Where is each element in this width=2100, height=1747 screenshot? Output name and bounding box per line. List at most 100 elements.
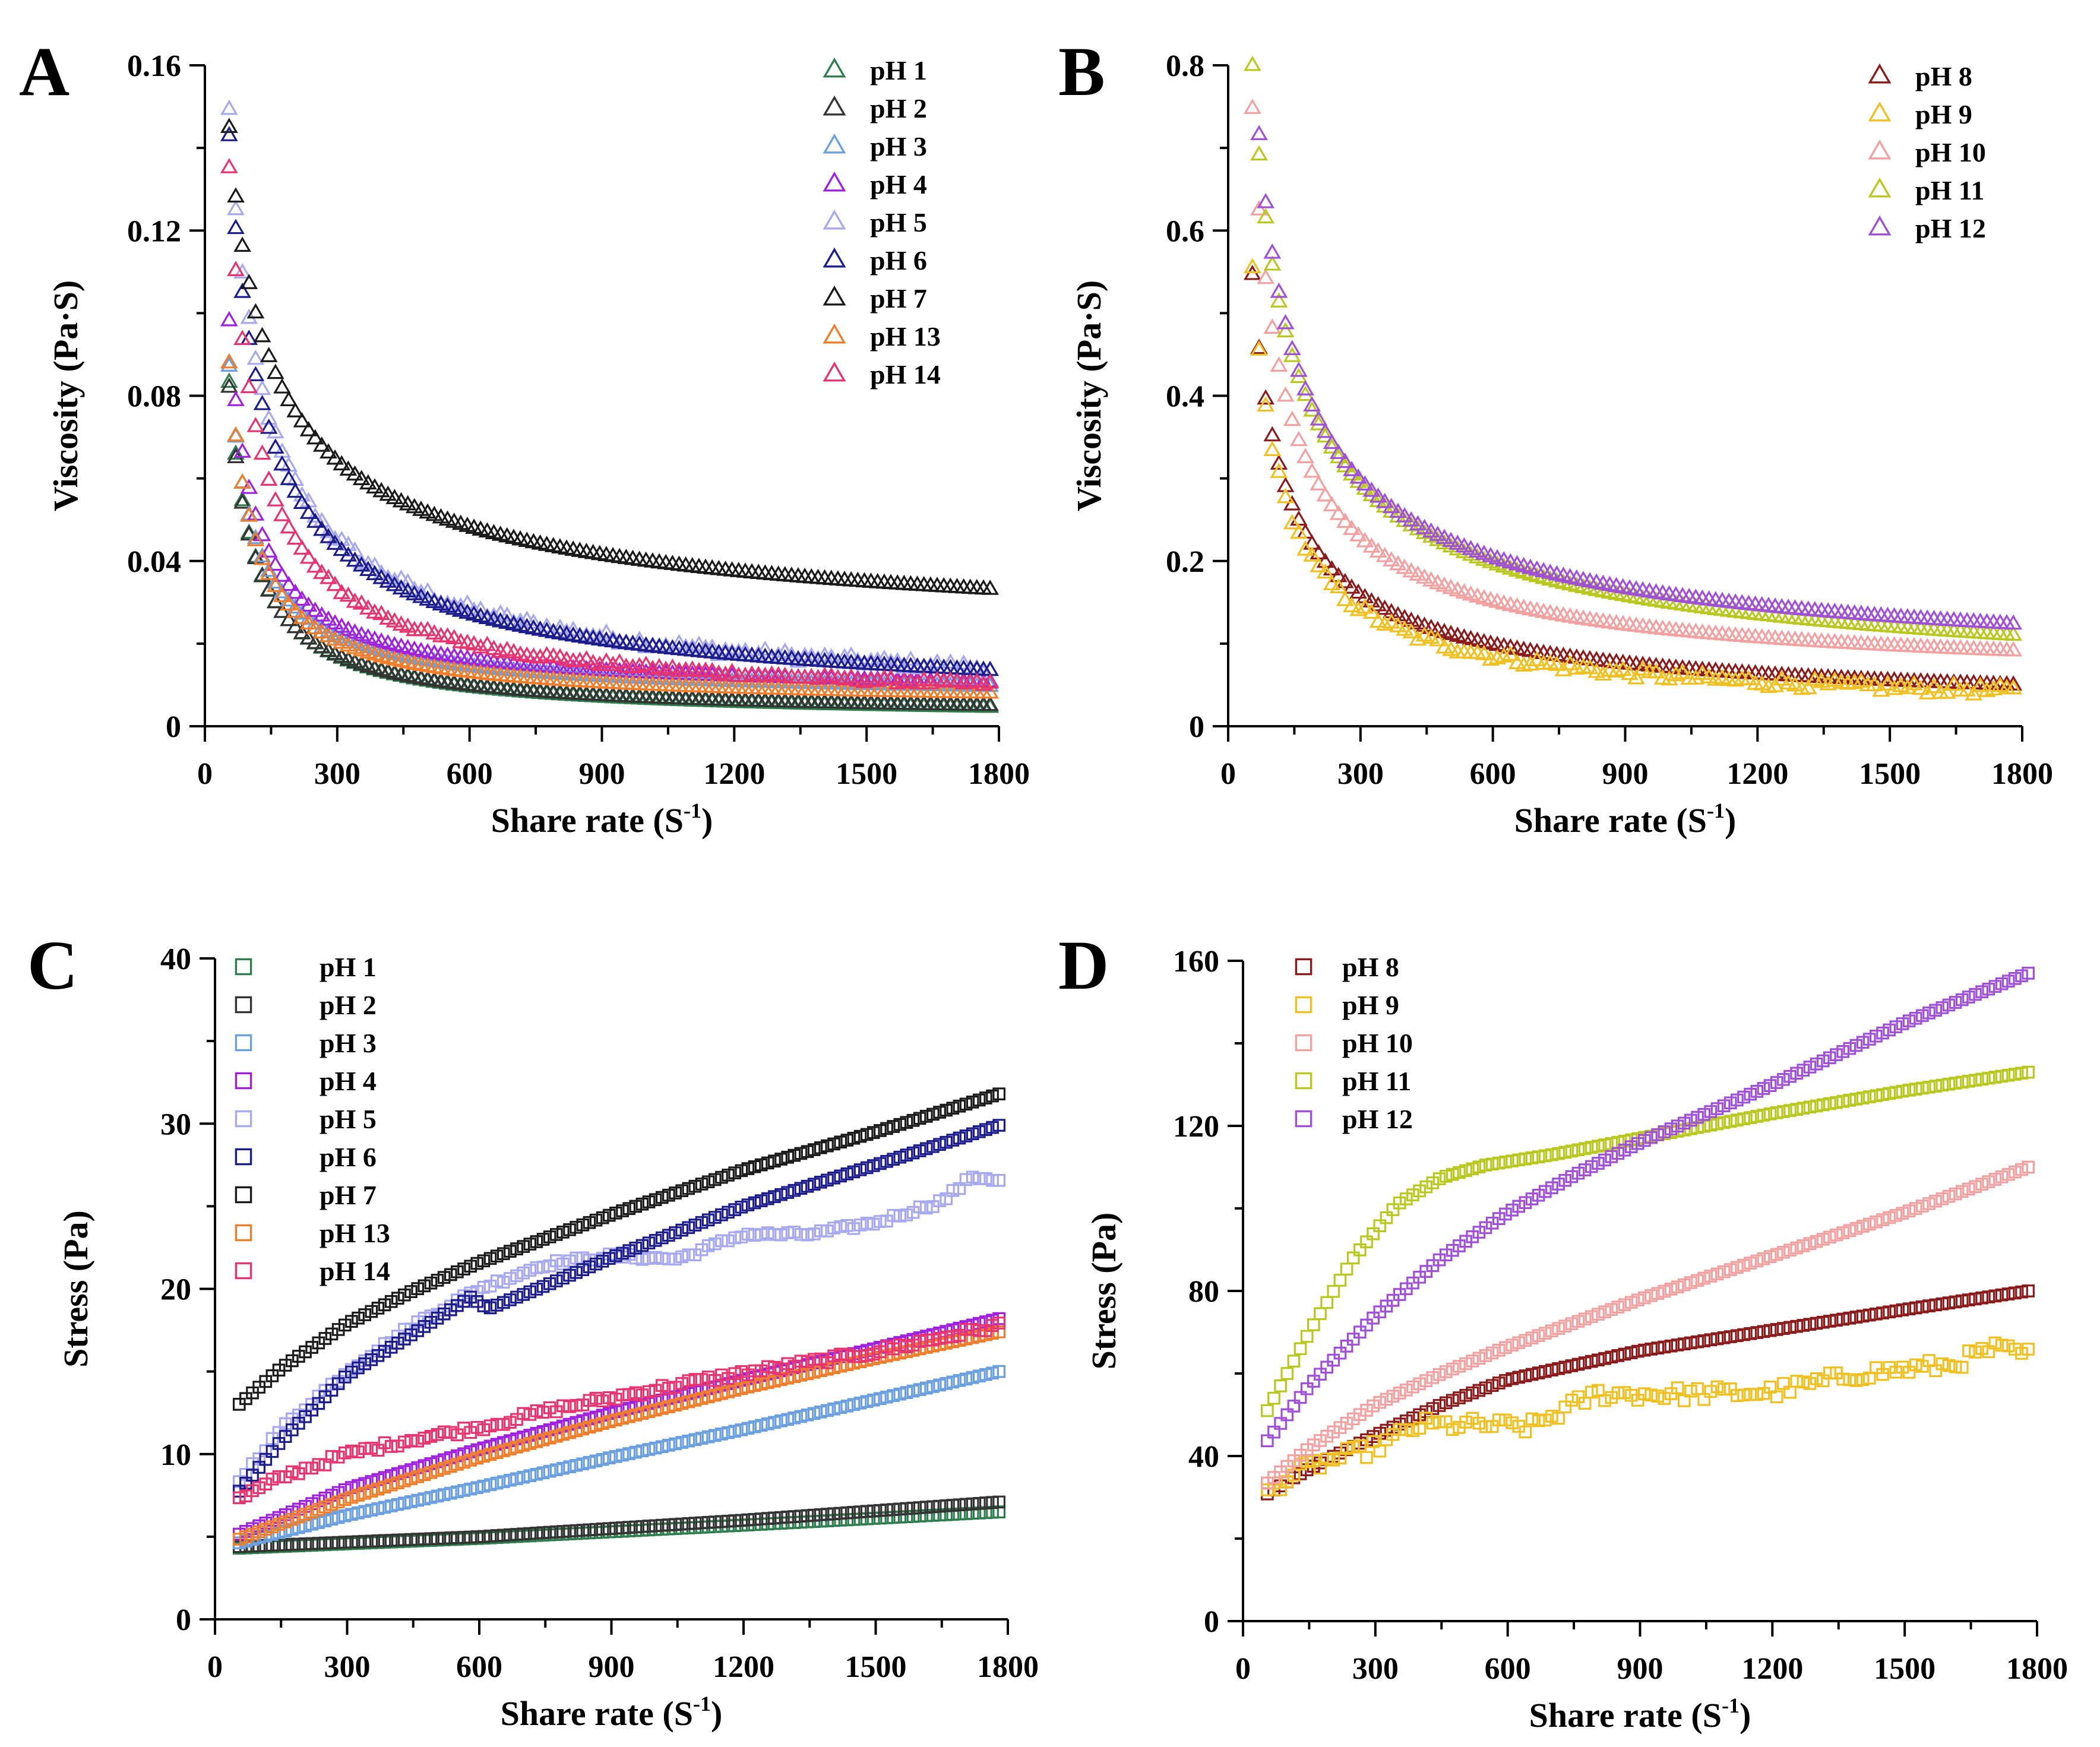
data-point [1883, 1023, 1896, 1037]
data-point [366, 556, 384, 572]
data-point [847, 1506, 861, 1519]
data-point [220, 372, 238, 388]
data-point [372, 605, 390, 621]
data-point [458, 594, 476, 610]
data-point [1472, 1416, 1486, 1430]
y-tick-label: 30 [160, 1107, 191, 1141]
data-point [470, 1420, 484, 1434]
data-point [266, 438, 284, 454]
y-tick-label: 0.12 [127, 214, 181, 248]
x-tick-label: 0 [197, 757, 213, 791]
data-point [629, 1524, 643, 1537]
data-point [1369, 612, 1387, 628]
data-point [293, 609, 311, 624]
data-point [240, 525, 258, 541]
data-point [1396, 558, 1413, 574]
data-point [874, 1511, 887, 1525]
data-point [233, 442, 252, 458]
data-point [531, 648, 549, 664]
data-point [1349, 526, 1367, 542]
y-tick-label: 0.04 [127, 545, 181, 579]
data-point [491, 643, 510, 658]
data-point [551, 618, 569, 634]
data-point [887, 1503, 900, 1516]
data-point [333, 540, 351, 556]
data-point [1909, 1358, 1922, 1372]
data-point [1750, 1085, 1764, 1098]
data-point [345, 1315, 358, 1328]
x-tick-label: 1800 [1991, 757, 2053, 791]
data-point [286, 598, 305, 614]
data-point [384, 1295, 398, 1308]
data-point [312, 606, 331, 622]
data-point [669, 1522, 682, 1535]
data-point [549, 1254, 563, 1267]
data-point [2022, 1065, 2035, 1079]
data-point [398, 1288, 411, 1302]
data-point [576, 1524, 590, 1537]
data-point [365, 1441, 378, 1455]
data-point [411, 1434, 425, 1448]
x-tick-label: 900 [589, 1650, 635, 1684]
data-point [1276, 314, 1295, 330]
data-point [233, 490, 252, 507]
data-point [2022, 1343, 2035, 1356]
data-point [293, 624, 311, 640]
data-point [570, 1251, 583, 1265]
data-point [220, 126, 238, 141]
data-point [630, 657, 649, 673]
data-point [306, 429, 324, 445]
data-point [1439, 1415, 1453, 1429]
data-point [1856, 1036, 1870, 1049]
y-tick-label: 0.4 [1166, 380, 1204, 414]
data-point [331, 1323, 345, 1336]
data-point [1899, 679, 1916, 694]
data-point [392, 569, 410, 585]
data-point [2015, 969, 2028, 983]
legend-label: pH 3 [320, 1028, 377, 1058]
data-point [1270, 454, 1288, 470]
data-point [253, 444, 271, 460]
x-tick-label: 0 [207, 1650, 223, 1684]
data-point [981, 695, 1000, 711]
data-point [1343, 520, 1361, 535]
data-point [279, 1430, 292, 1443]
data-point [1439, 1365, 1453, 1378]
data-point [1810, 1057, 1823, 1071]
series-ph-12 [1261, 967, 2035, 1448]
data-point [485, 640, 503, 655]
x-axis-label-sup: -1 [1722, 1694, 1740, 1717]
data-point [1303, 401, 1321, 417]
data-point [1316, 563, 1334, 579]
data-point [563, 1268, 576, 1282]
legend-label: pH 14 [320, 1256, 390, 1286]
data-point [299, 504, 318, 519]
data-point [847, 1512, 861, 1526]
data-point [860, 1505, 874, 1518]
data-point [1375, 615, 1394, 631]
data-point [1975, 985, 1988, 998]
data-point [1799, 679, 1817, 695]
data-point [472, 638, 490, 654]
data-point [1323, 433, 1341, 450]
series-ph-2 [220, 377, 1000, 711]
data-point [273, 587, 291, 602]
y-axis-label: Viscosity (Pa·S) [1070, 280, 1108, 511]
data-point [1876, 1368, 1889, 1381]
data-point [571, 651, 589, 667]
data-point [1257, 268, 1275, 284]
data-point [444, 1426, 457, 1439]
data-point [556, 1257, 570, 1271]
data-point [2022, 1160, 2035, 1174]
legend-marker [823, 171, 846, 192]
data-point [1356, 475, 1374, 491]
data-point [320, 523, 337, 539]
panel-B: B 0 300 600 900 1200 1500 1800 0 0.2 0.4 0.6 0.8 Shar… [1058, 33, 2053, 840]
data-point [1340, 1416, 1353, 1430]
data-point [312, 564, 331, 580]
data-point [855, 673, 874, 688]
data-point [1250, 145, 1268, 161]
data-point [853, 1512, 867, 1526]
data-point [722, 1234, 735, 1248]
data-point [596, 1523, 609, 1536]
